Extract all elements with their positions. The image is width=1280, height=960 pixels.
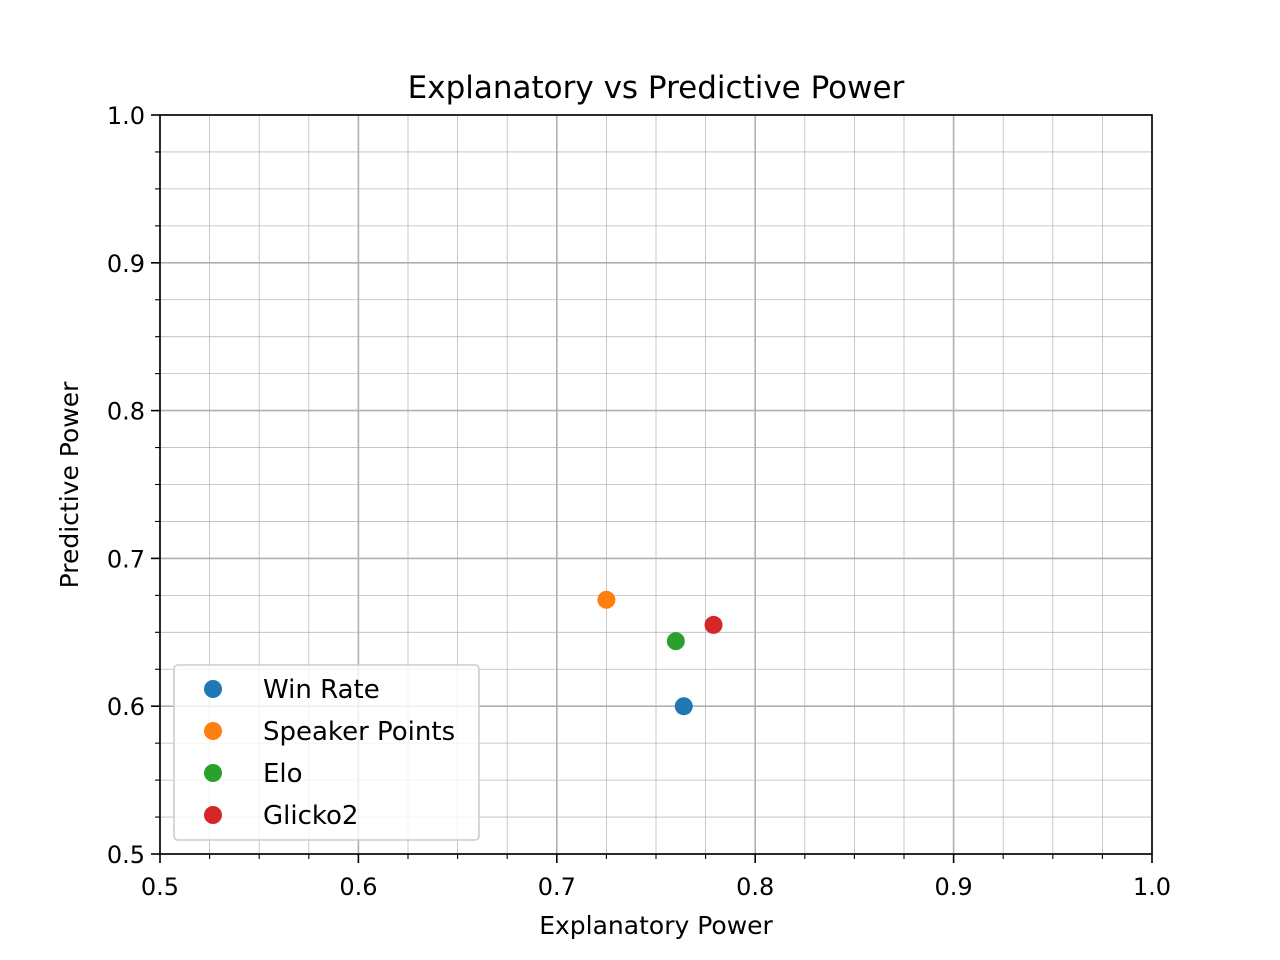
tick-labels: 0.5 0.6 0.7 0.8 0.9 1.0 0.5 0.6 0.7 0.8 0.9 1.0 bbox=[107, 102, 1171, 901]
legend-label: Win Rate bbox=[263, 675, 380, 705]
legend-label: Glicko2 bbox=[263, 801, 358, 831]
legend: Win Rate Speaker Points Elo Glicko2 bbox=[173, 664, 480, 841]
x-tick-label: 0.6 bbox=[339, 873, 377, 901]
x-tick-label: 1.0 bbox=[1133, 873, 1171, 901]
legend-marker bbox=[204, 764, 222, 782]
x-tick-label: 0.7 bbox=[538, 873, 576, 901]
x-tick-label: 0.9 bbox=[935, 873, 973, 901]
scatter-point bbox=[674, 697, 693, 716]
y-tick-label: 0.9 bbox=[107, 250, 145, 278]
y-tick-label: 0.5 bbox=[107, 841, 145, 869]
x-tick-label: 0.8 bbox=[736, 873, 774, 901]
legend-marker bbox=[204, 680, 222, 698]
axis-ticks bbox=[151, 114, 1153, 863]
legend-label: Elo bbox=[263, 759, 303, 789]
x-tick-label: 0.5 bbox=[141, 873, 179, 901]
scatter-point bbox=[597, 590, 616, 609]
y-tick-label: 0.8 bbox=[107, 398, 145, 426]
legend-marker bbox=[204, 722, 222, 740]
legend-label: Speaker Points bbox=[263, 717, 455, 747]
y-axis-label: Predictive Power bbox=[55, 381, 84, 588]
plot-frame bbox=[159, 114, 1153, 855]
data-points bbox=[597, 590, 723, 716]
y-tick-label: 0.7 bbox=[107, 545, 145, 573]
chart-title: Explanatory vs Predictive Power bbox=[408, 70, 905, 106]
y-tick-label: 1.0 bbox=[107, 102, 145, 130]
scatter-point bbox=[704, 615, 723, 634]
y-tick-label: 0.6 bbox=[107, 693, 145, 721]
x-axis-label: Explanatory Power bbox=[539, 911, 773, 940]
scatter-point bbox=[666, 632, 685, 651]
legend-box bbox=[173, 664, 480, 841]
legend-marker bbox=[204, 806, 222, 824]
